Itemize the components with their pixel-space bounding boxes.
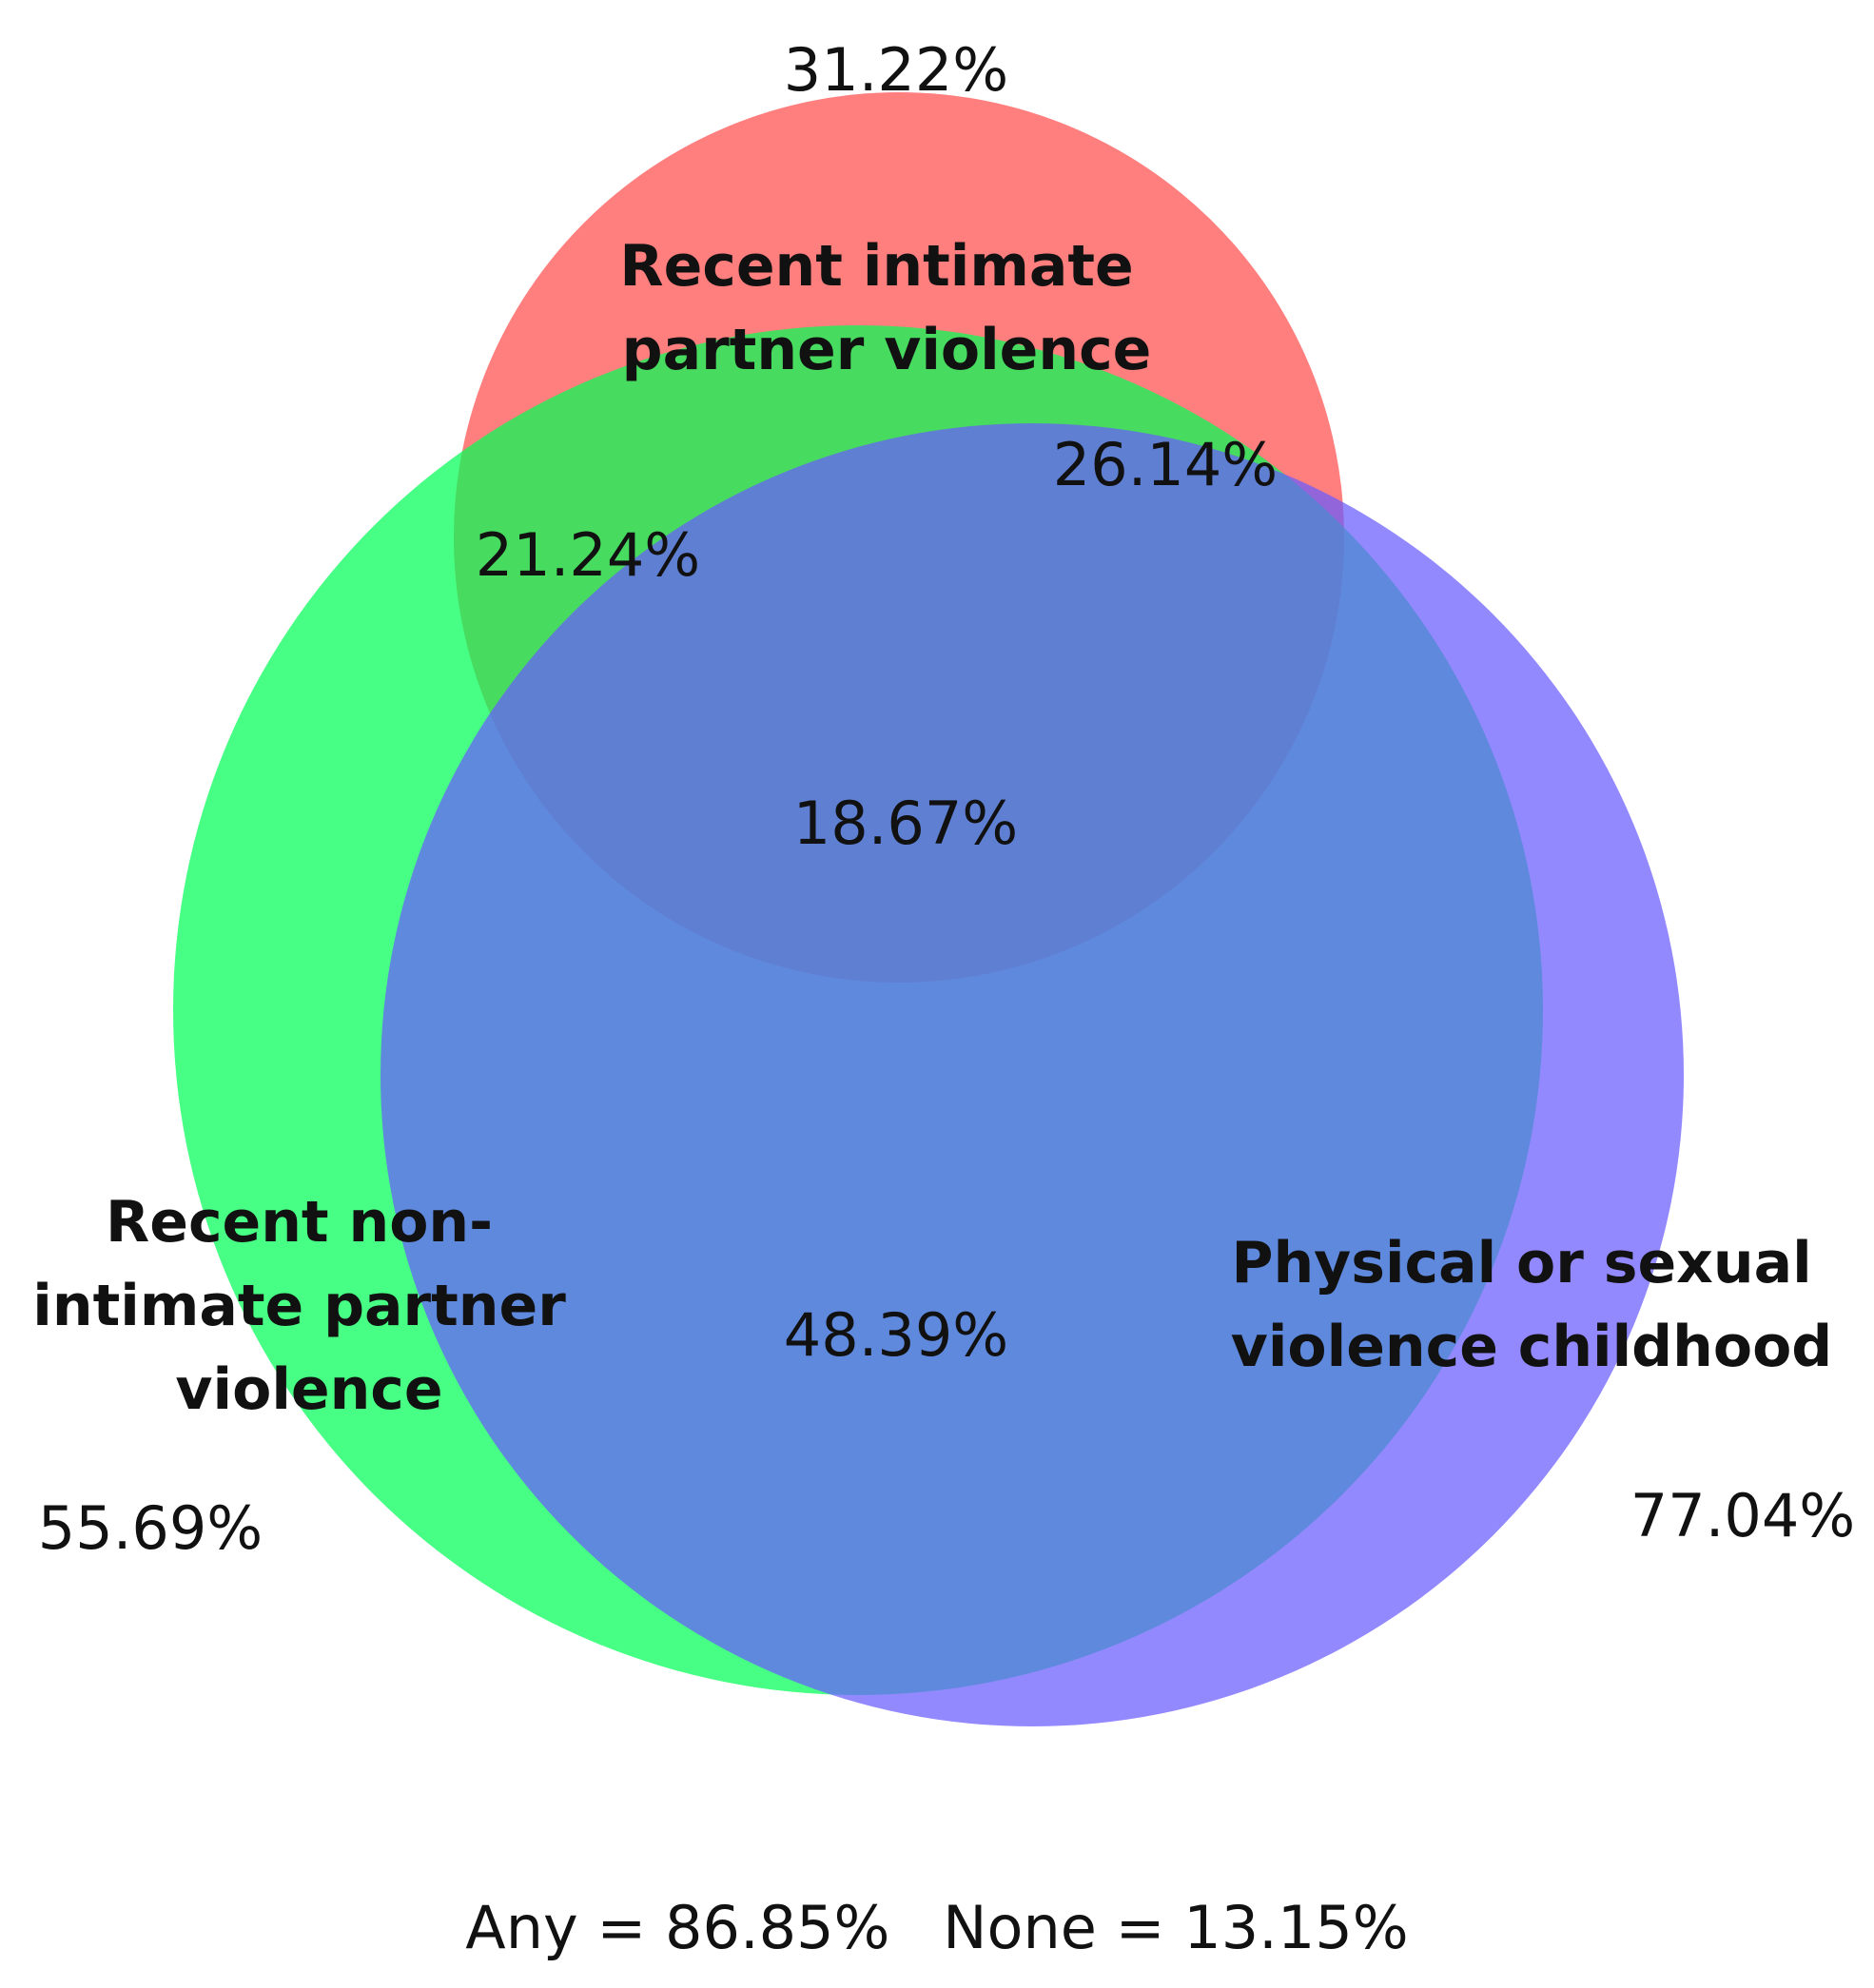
overlap-all-three: 18.67% (793, 789, 1018, 858)
total-recent-non-ipv: 55.69% (38, 1493, 263, 1563)
footer-any: Any = 86.85% (465, 1893, 889, 1962)
overlap-ipv-childhood: 26.14% (1053, 430, 1278, 499)
footer-none: None = 13.15% (943, 1893, 1409, 1962)
total-recent-ipv: 31.22% (784, 35, 1008, 105)
footer-summary: Any = 86.85% None = 13.15% (465, 1893, 1408, 1962)
overlap-non-ipv-childhood: 48.39% (784, 1300, 1008, 1370)
circle-childhood-violence (381, 423, 1684, 1726)
label-recent-ipv: Recent intimate partner violence (619, 233, 1153, 383)
overlap-ipv-non-ipv: 21.24% (476, 520, 700, 590)
label-childhood-violence: Physical or sexual violence childhood (1231, 1230, 1833, 1380)
total-childhood-violence: 77.04% (1630, 1481, 1855, 1550)
label-recent-non-ipv: Recent non- intimate partner violence (32, 1189, 585, 1423)
